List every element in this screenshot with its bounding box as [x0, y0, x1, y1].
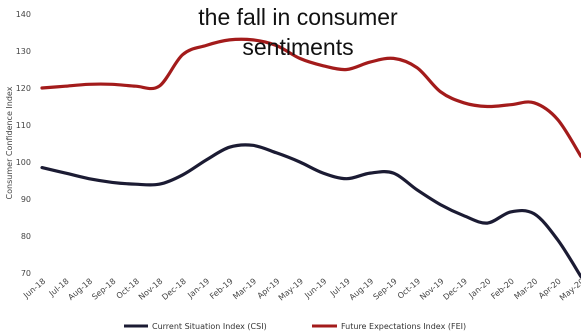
x-tick-label: May-20 — [558, 277, 581, 303]
x-tick-label: Dec-18 — [160, 277, 188, 302]
x-tick-label: Nov-19 — [418, 277, 446, 302]
x-tick-label: Jun-19 — [302, 277, 328, 301]
y-tick-label: 70 — [21, 269, 31, 278]
x-axis-ticks: Jun-18 Jul-18Aug-18Sep-18Oct-18Nov-18Dec-… — [21, 277, 581, 303]
y-axis-ticks: 70 80 90 100 110 120 130 140 — [16, 10, 31, 278]
legend-label-csi: Current Situation Index (CSI) — [152, 322, 267, 331]
chart-title-line-2: sentiments — [242, 34, 353, 60]
x-tick-label: Mar-20 — [512, 277, 539, 302]
x-tick-label: Feb-19 — [208, 277, 235, 301]
y-tick-label: 140 — [16, 10, 31, 19]
legend-label-fei: Future Expectations Index (FEI) — [341, 322, 466, 331]
x-tick-label: Oct-18 — [115, 277, 141, 301]
y-axis-label: Consumer Confidence Index — [5, 86, 14, 199]
x-tick-label: May-19 — [277, 277, 305, 303]
x-tick-label: Oct-19 — [396, 277, 422, 301]
x-tick-label: Jun-18 — [21, 277, 47, 301]
y-tick-label: 130 — [16, 47, 31, 56]
y-tick-label: 110 — [16, 121, 31, 130]
x-tick-label: Feb-20 — [489, 277, 516, 301]
series-line-csi — [40, 143, 581, 279]
y-tick-label: 80 — [21, 232, 31, 241]
x-tick-label: Jan-20 — [467, 277, 493, 301]
legend: Current Situation Index (CSI) Future Exp… — [124, 322, 466, 331]
x-tick-label: Sep-18 — [90, 277, 117, 302]
y-tick-label: 90 — [21, 195, 31, 204]
x-tick-label: Mar-19 — [231, 277, 258, 302]
x-tick-label: Dec-19 — [441, 277, 469, 302]
chart-title-line-1: the fall in consumer — [198, 4, 398, 30]
x-tick-label: Sep-19 — [371, 277, 398, 302]
x-tick-label: Aug-18 — [66, 277, 94, 302]
y-tick-label: 120 — [16, 84, 31, 93]
y-tick-label: 100 — [16, 158, 31, 167]
x-tick-label: Aug-19 — [348, 277, 376, 302]
series-line-fei — [40, 37, 581, 158]
x-tick-label: Nov-18 — [137, 277, 165, 302]
series-lines — [40, 37, 581, 279]
x-tick-label: Jan-19 — [185, 277, 211, 301]
